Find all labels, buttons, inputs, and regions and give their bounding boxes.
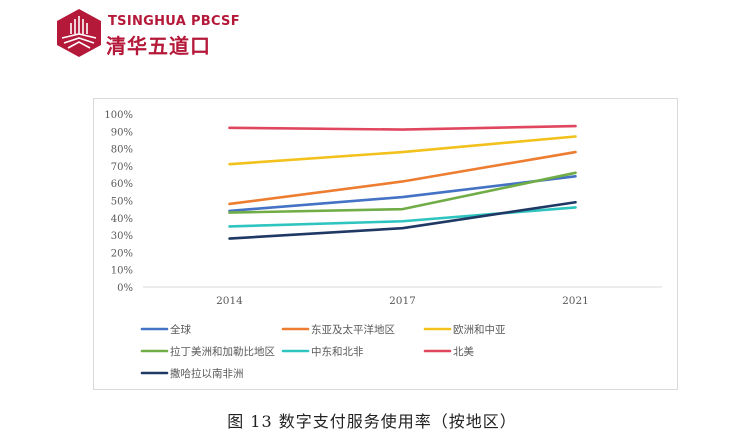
y-tick-label: 100% (104, 110, 133, 121)
logo: TSINGHUA PBCSF 清华五道口 (56, 8, 256, 58)
logo-hexagon-icon (57, 9, 101, 57)
legend-label: 欧洲和中亚 (453, 323, 506, 336)
legend-label: 北美 (453, 345, 474, 358)
y-tick-label: 30% (111, 231, 133, 242)
x-tick-label: 2021 (562, 295, 589, 307)
legend-label: 全球 (170, 323, 191, 336)
y-tick-label: 40% (111, 214, 133, 225)
x-tick-label: 2017 (389, 295, 416, 307)
y-tick-label: 90% (111, 127, 133, 138)
legend-label: 拉丁美洲和加勒比地区 (170, 345, 275, 358)
legend-label: 中东和北非 (311, 345, 364, 358)
x-tick-label: 2014 (216, 295, 243, 307)
y-tick-label: 10% (111, 266, 133, 277)
y-tick-label: 60% (111, 179, 133, 190)
y-tick-label: 50% (111, 197, 133, 208)
chart-frame (93, 98, 678, 390)
logo-text-cn: 清华五道口 (106, 34, 211, 58)
legend-label: 撒哈拉以南非洲 (170, 367, 244, 380)
figure-caption: 图 13 数字支付服务使用率（按地区） (227, 412, 517, 431)
legend-label: 东亚及太平洋地区 (311, 323, 395, 336)
series-line (228, 124, 577, 131)
y-tick-label: 70% (111, 162, 133, 173)
y-tick-label: 0% (117, 283, 133, 294)
logo-text-en: TSINGHUA PBCSF (108, 14, 240, 29)
y-tick-label: 80% (111, 145, 133, 156)
y-tick-label: 20% (111, 248, 133, 259)
